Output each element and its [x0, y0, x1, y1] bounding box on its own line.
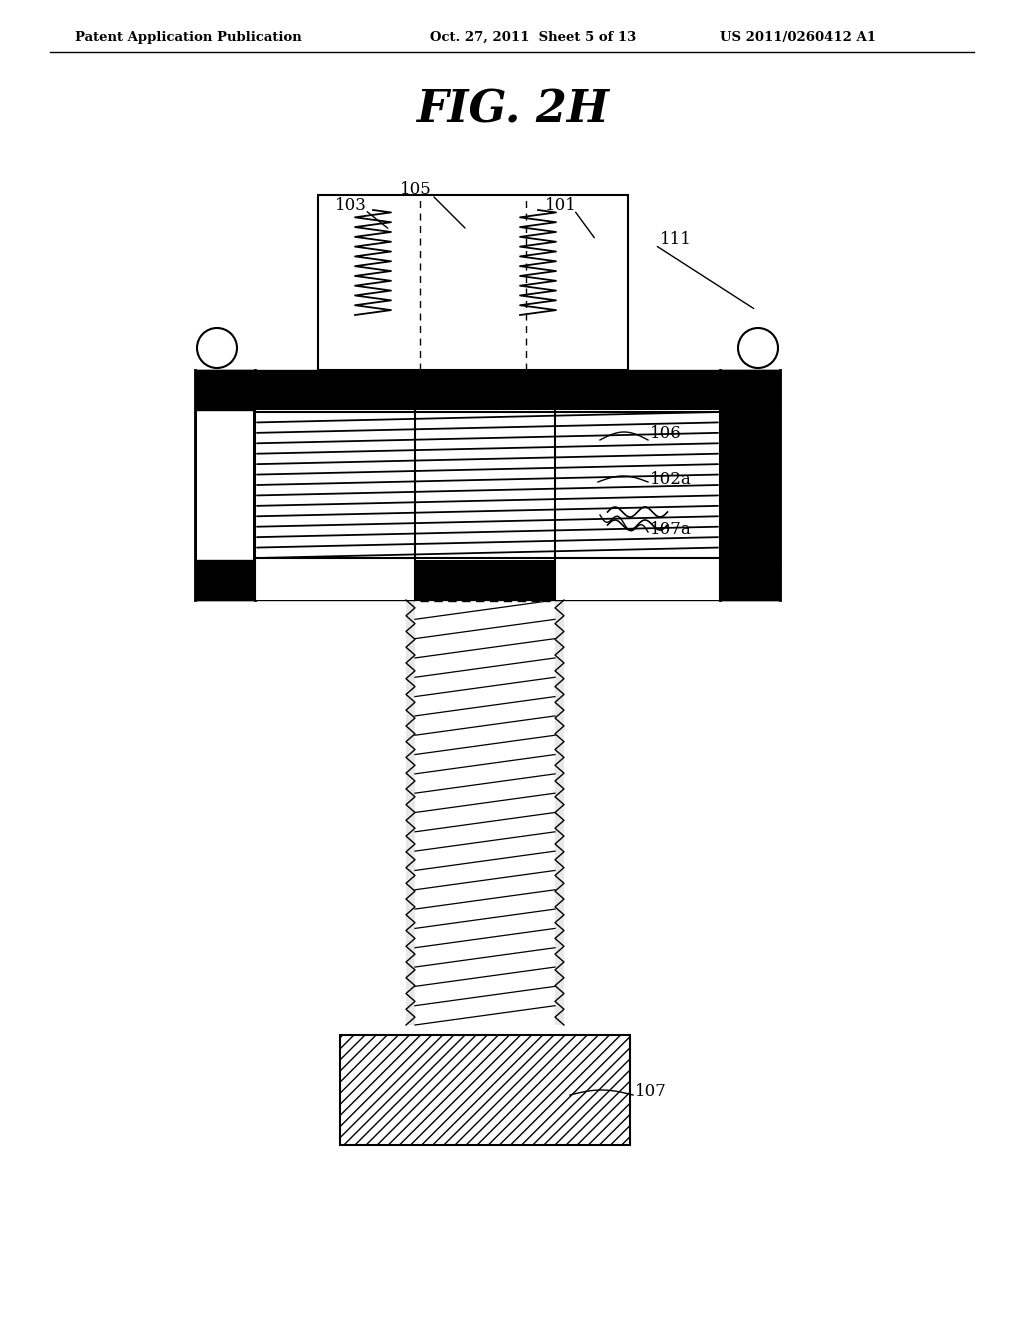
Bar: [195, 370, 255, 601]
Bar: [195, 560, 780, 601]
Text: 107a: 107a: [650, 521, 692, 539]
Text: 101: 101: [545, 197, 577, 214]
Text: 106: 106: [650, 425, 682, 442]
Text: 111: 111: [660, 231, 692, 248]
Text: FIG. 2H: FIG. 2H: [416, 88, 608, 132]
Text: 103: 103: [335, 197, 367, 214]
Bar: [318, 195, 628, 370]
Bar: [340, 1035, 630, 1144]
Bar: [555, 411, 720, 601]
Bar: [255, 411, 415, 601]
Circle shape: [738, 327, 778, 368]
Bar: [197, 372, 253, 598]
Bar: [720, 370, 780, 601]
Bar: [406, 601, 564, 1026]
Text: 107: 107: [635, 1084, 667, 1101]
Bar: [415, 601, 555, 1026]
Bar: [257, 412, 718, 558]
Text: 102a: 102a: [650, 471, 692, 488]
Circle shape: [197, 327, 237, 368]
Text: 105: 105: [400, 181, 432, 198]
Bar: [255, 411, 720, 560]
Text: US 2011/0260412 A1: US 2011/0260412 A1: [720, 30, 876, 44]
Text: Oct. 27, 2011  Sheet 5 of 13: Oct. 27, 2011 Sheet 5 of 13: [430, 30, 636, 44]
Bar: [195, 370, 780, 411]
Text: Patent Application Publication: Patent Application Publication: [75, 30, 302, 44]
